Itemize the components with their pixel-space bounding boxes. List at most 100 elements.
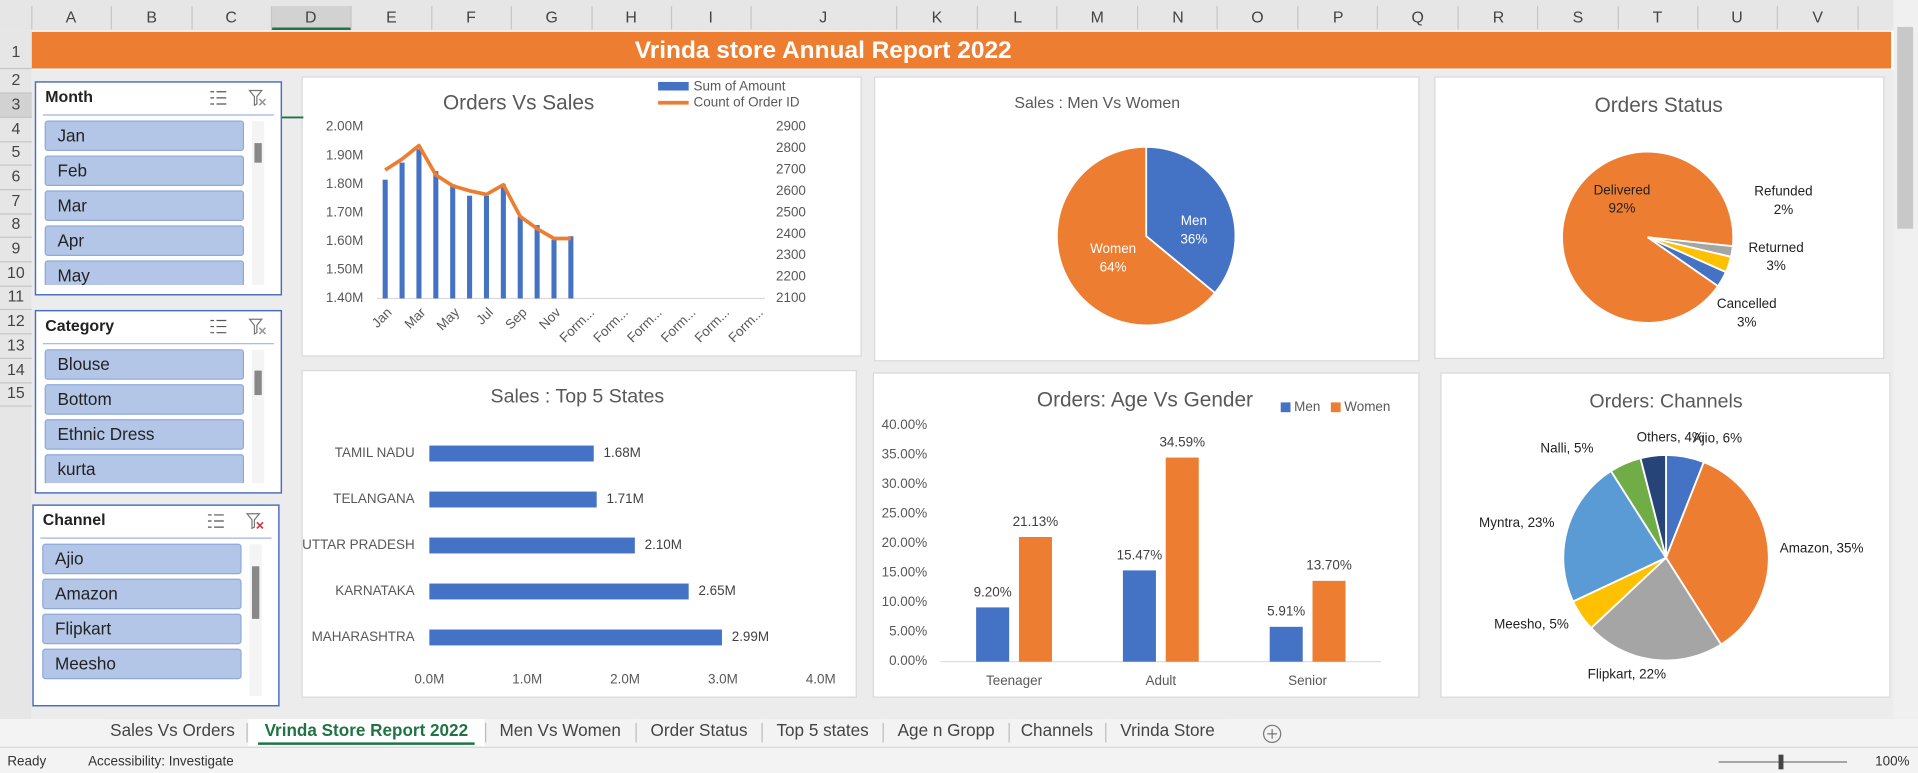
row-header: 3 [11, 96, 20, 113]
data-label: 15.47% [1117, 547, 1163, 562]
slicer-items: Jan Feb Mar Apr May [44, 120, 245, 290]
slicer[interactable]: Category Blouse Bottom Ethnic Dress kurta [34, 309, 283, 494]
slicer-item[interactable] [44, 384, 245, 415]
data-label: 2.99M [732, 629, 769, 644]
pie-slice[interactable]: Amazon [1664, 461, 1770, 646]
y-tick-label: 40.00% [882, 417, 928, 432]
zoom-thumb[interactable] [1778, 754, 1784, 770]
multi-select-icon[interactable] [210, 319, 227, 334]
clear-filter-icon[interactable] [248, 318, 264, 335]
slicer-scroll-thumb[interactable] [254, 143, 262, 163]
clear-filter-x [256, 521, 264, 529]
pie-slice[interactable]: Myntra [1562, 469, 1668, 603]
column-header: B [146, 10, 157, 27]
sheet-tab[interactable] [102, 719, 243, 747]
column-header: J [819, 10, 827, 27]
chart-panel[interactable] [301, 76, 862, 357]
y-tick-label: 1.40M [326, 290, 363, 305]
legend-label: Men [1294, 399, 1320, 414]
bar [433, 171, 439, 299]
bar [382, 179, 388, 299]
data-label: 64% [1100, 259, 1127, 274]
scroll-thumb[interactable] [1897, 26, 1914, 229]
slicer-title: Channel [43, 512, 106, 529]
row-header: 6 [11, 169, 20, 186]
sheet-tab-label: Men Vs Women [500, 721, 621, 740]
y-tick-label: 1.60M [326, 233, 363, 248]
slicer-item[interactable] [44, 120, 245, 152]
column-header: A [66, 10, 77, 27]
slicer-items: Ajio Amazon Flipkart Meesho [42, 543, 242, 680]
chart-title: Orders: Age Vs Gender [1037, 389, 1253, 412]
slicer-item[interactable] [42, 543, 242, 575]
pie-slice[interactable]: Cancelled [1647, 236, 1728, 288]
y-tick-label: 15.00% [882, 565, 928, 580]
slicer-item[interactable] [42, 648, 242, 680]
sheet-tab[interactable] [1010, 719, 1104, 747]
legend-swatch [1280, 402, 1291, 413]
y-tick-label: 30.00% [882, 476, 928, 491]
slicer-item[interactable] [42, 578, 242, 610]
slicer-item-label: Ethnic Dress [57, 425, 154, 444]
column-header: S [1573, 10, 1584, 27]
data-label: 92% [1609, 201, 1636, 216]
bar [399, 162, 405, 299]
chart-panel[interactable] [301, 369, 857, 698]
pie-slice[interactable]: Others [1639, 454, 1667, 558]
slicer-item[interactable] [44, 454, 245, 484]
slicer-item[interactable] [44, 190, 245, 222]
pie-slice[interactable]: Men [1145, 145, 1237, 295]
sheet-tab[interactable] [1107, 719, 1229, 747]
slicer-item-label: Meesho [55, 655, 116, 674]
y-tick-label: KARNATAKA [335, 583, 414, 598]
slicer-item[interactable] [44, 260, 245, 290]
slicer-item[interactable] [44, 155, 245, 187]
add-sheet-button[interactable] [1262, 724, 1282, 744]
selected-row-header [0, 92, 32, 118]
slicer-item-label: Mar [57, 196, 87, 215]
data-label: Others, 4% [1637, 429, 1704, 444]
clear-filter-icon[interactable] [248, 89, 264, 107]
multi-select-icon[interactable] [210, 91, 227, 105]
y-tick-label: TAMIL NADU [335, 445, 415, 460]
clear-filter-x [258, 327, 266, 335]
slicer-item[interactable] [44, 349, 245, 380]
sheet-tab[interactable] [486, 719, 634, 747]
pie-slice[interactable]: Women [1055, 145, 1217, 327]
column-header: F [466, 10, 476, 27]
slicer-item[interactable] [44, 419, 245, 450]
data-label: Ajio, 6% [1693, 431, 1742, 446]
multi-select-icon[interactable] [207, 514, 224, 528]
data-label: 3% [1737, 314, 1756, 329]
slicer-item-label: Ajio [55, 550, 84, 569]
slicer[interactable]: Month Jan Feb Mar Apr May [34, 81, 283, 296]
y-tick-label: UTTAR PRADESH [302, 537, 415, 552]
column-header: Q [1412, 10, 1424, 27]
clear-filter-icon[interactable] [245, 513, 261, 530]
y2-tick-label: 2400 [776, 226, 806, 241]
sheet-tab[interactable] [637, 719, 761, 747]
sheet-tab[interactable] [763, 719, 882, 747]
bar [429, 629, 722, 646]
slicer[interactable]: Channel Ajio Amazon Flipkart Meesho [32, 504, 280, 707]
x-tick-label: Senior [1288, 673, 1327, 688]
x-tick-label: Teenager [986, 673, 1043, 688]
x-tick-label: Adult [1146, 673, 1177, 688]
y-tick-label: 10.00% [882, 594, 928, 609]
column-header: O [1251, 10, 1263, 27]
slicer-item[interactable] [42, 613, 242, 645]
column-header: G [545, 10, 557, 27]
bar [517, 216, 523, 299]
column-header: N [1172, 10, 1183, 27]
slicer-scroll-thumb[interactable] [254, 370, 262, 396]
column-header: C [225, 10, 236, 27]
slicer-scroll-thumb[interactable] [251, 566, 260, 619]
sheet-tab[interactable] [884, 719, 1008, 747]
chart-title: Orders Vs Sales [443, 91, 594, 114]
sheet-tab[interactable] [248, 719, 485, 747]
zoom-level: 100% [1875, 754, 1909, 769]
pie-slice[interactable]: Flipkart [1589, 556, 1723, 662]
slicer-item[interactable] [44, 225, 245, 256]
data-label: 36% [1180, 231, 1207, 246]
slicer-item-label: Amazon [55, 585, 118, 604]
